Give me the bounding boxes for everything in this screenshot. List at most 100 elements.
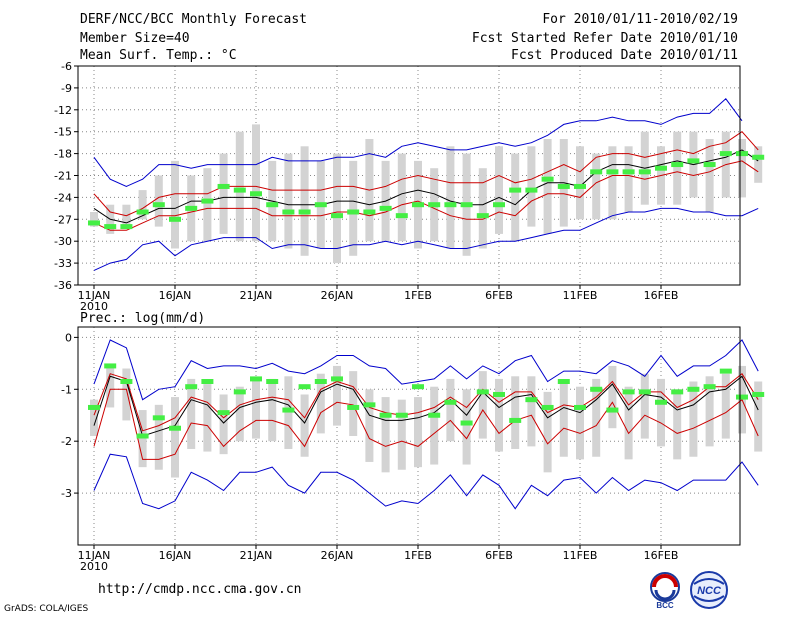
- spread-box: [284, 153, 293, 249]
- x-tick-label: 26JAN: [321, 549, 354, 562]
- spread-box: [154, 175, 163, 227]
- median-marker: [703, 384, 716, 390]
- y-tick-label: -27: [54, 213, 72, 226]
- spread-box: [300, 146, 309, 256]
- series-line-max: [93, 339, 759, 401]
- chart-title: DERF/NCC/BCC Monthly Forecast: [80, 12, 307, 27]
- median-marker: [671, 389, 684, 395]
- median-marker: [233, 389, 246, 395]
- median-marker: [444, 399, 457, 405]
- median-marker: [622, 169, 635, 175]
- spread-box: [333, 153, 341, 264]
- median-marker: [217, 183, 230, 189]
- spread-box: [754, 146, 763, 183]
- source-url[interactable]: http://cmdp.ncc.cma.gov.cn: [98, 582, 302, 597]
- median-marker: [509, 187, 522, 193]
- median-marker: [282, 209, 295, 215]
- median-marker: [88, 220, 100, 226]
- median-marker: [574, 183, 586, 189]
- median-marker: [233, 187, 246, 193]
- member-size-label: Member Size=40: [80, 31, 190, 46]
- y-tick-label: -18: [54, 148, 72, 161]
- spread-box: [90, 399, 98, 436]
- median-marker: [493, 391, 505, 397]
- spread-box: [705, 376, 714, 447]
- ncc-logo-text: NCC: [697, 585, 722, 597]
- spread-box: [397, 153, 406, 242]
- median-marker: [217, 410, 230, 416]
- median-marker: [201, 379, 214, 384]
- spread-box: [122, 368, 131, 421]
- spread-box: [90, 212, 98, 227]
- x-tick-label: 16JAN: [159, 289, 192, 302]
- spread-box: [349, 160, 358, 256]
- series-line-lower: [93, 388, 759, 460]
- x-tick-label: 26JAN: [321, 289, 354, 302]
- y-tick-label: -1: [61, 383, 72, 396]
- spread-box: [171, 160, 179, 249]
- spread-box: [689, 381, 698, 457]
- panel-precipitation: -3 -2 -1 0 11JAN 16JAN 21JAN 26JAN 1FEB 6FEB 11FEB…: [61, 326, 765, 573]
- x-tick-label: 16FEB: [644, 549, 679, 562]
- y-tick-label: -21: [54, 170, 72, 183]
- median-marker: [574, 404, 586, 410]
- median-marker: [412, 202, 424, 208]
- spread-box: [657, 378, 665, 447]
- spread-box: [576, 386, 584, 460]
- median-marker: [347, 209, 360, 215]
- spread-box: [430, 386, 439, 465]
- spread-box: [446, 378, 455, 442]
- start-date-label: Fcst Started Refer Date 2010/01/10: [471, 31, 738, 46]
- spread-box: [673, 389, 682, 460]
- x-tick-label: 11JAN: [78, 289, 111, 302]
- series-line-min: [93, 453, 759, 510]
- spread-box: [333, 365, 341, 426]
- series-line-max: [93, 98, 743, 187]
- median-marker: [136, 433, 149, 439]
- spread-box: [478, 168, 487, 249]
- series-line-upper: [93, 131, 759, 217]
- y-tick-label: 0: [65, 331, 72, 344]
- spread-box: [592, 378, 601, 457]
- series-line-min: [93, 207, 759, 271]
- spread-box: [397, 399, 406, 470]
- median-marker: [395, 412, 408, 418]
- median-marker: [282, 407, 295, 413]
- median-marker: [622, 389, 635, 395]
- median-marker: [88, 404, 100, 410]
- spread-box: [495, 378, 503, 452]
- plot-frame: [77, 65, 741, 286]
- x-tick-label: 1FEB: [404, 549, 432, 562]
- median-marker: [687, 386, 700, 392]
- median-marker: [152, 415, 165, 421]
- spread-box: [381, 397, 390, 473]
- median-marker: [120, 224, 133, 230]
- forecast-period-label: For 2010/01/11-2010/02/19: [542, 12, 738, 27]
- median-marker: [719, 368, 732, 374]
- median-marker: [428, 412, 441, 418]
- median-marker: [460, 420, 473, 426]
- spread-box: [219, 394, 228, 455]
- median-marker: [104, 363, 117, 369]
- median-marker: [590, 169, 603, 175]
- spread-box: [414, 397, 422, 468]
- median-marker: [185, 384, 198, 390]
- spread-box: [705, 139, 714, 212]
- spread-box: [511, 376, 520, 449]
- spread-box: [673, 131, 682, 205]
- median-marker: [638, 389, 651, 395]
- median-marker: [476, 389, 489, 395]
- spread-box: [268, 378, 277, 442]
- precip-panel-title: Prec.: log(mm/d): [80, 311, 206, 326]
- spread-box: [559, 381, 568, 457]
- x-tick-label: 11JAN: [78, 549, 111, 562]
- median-marker: [298, 209, 311, 215]
- median-marker: [331, 213, 343, 219]
- spread-box: [608, 146, 617, 220]
- x-tick-label: 6FEB: [485, 289, 513, 302]
- produced-date-label: Fcst Produced Date 2010/01/11: [511, 48, 738, 63]
- median-marker: [363, 209, 376, 215]
- y-tick-label: -24: [54, 191, 72, 204]
- spread-box: [754, 381, 763, 452]
